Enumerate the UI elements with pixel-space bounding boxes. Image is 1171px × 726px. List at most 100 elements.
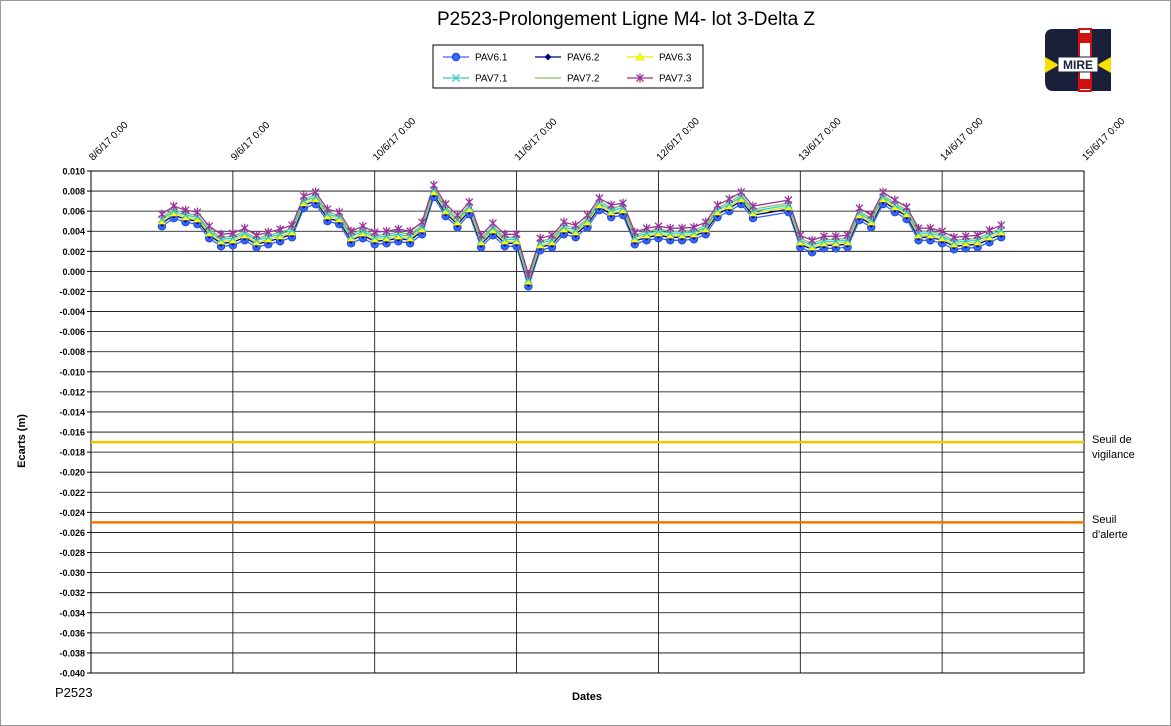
- y-tick-label: -0.028: [59, 548, 85, 558]
- marker: [451, 52, 461, 62]
- marker: [323, 204, 332, 214]
- x-tick-label: 14/6/17 0:00: [938, 116, 985, 163]
- marker: [406, 226, 415, 236]
- marker: [347, 226, 356, 236]
- series-line: [161, 190, 1002, 284]
- logo-box: [1057, 56, 1099, 73]
- marker: [879, 187, 887, 197]
- marker: [512, 229, 521, 239]
- marker: [544, 53, 552, 61]
- legend-item: PAV7.2: [535, 74, 600, 85]
- marker: [831, 231, 840, 241]
- marker: [938, 226, 947, 236]
- marker: [843, 230, 852, 240]
- marker: [418, 217, 426, 227]
- marker: [193, 207, 202, 217]
- marker: [642, 223, 651, 233]
- threshold-label: Seuil de vigilance: [1092, 434, 1135, 462]
- marker: [276, 224, 285, 234]
- y-tick-label: -0.020: [59, 468, 85, 478]
- legend-item: PAV7.3: [627, 73, 692, 85]
- y-tick-label: 0.010: [62, 167, 85, 177]
- marker: [689, 222, 698, 232]
- y-tick-label: 0.000: [62, 267, 85, 277]
- legend-label: PAV6.1: [475, 53, 508, 64]
- marker: [452, 74, 460, 82]
- legend-label: PAV7.2: [567, 74, 600, 85]
- marker: [961, 231, 970, 241]
- y-tick-label: -0.040: [59, 669, 85, 679]
- legend-label: PAV6.3: [659, 53, 692, 64]
- marker: [784, 195, 793, 205]
- marker: [725, 194, 734, 204]
- marker: [985, 225, 994, 235]
- series-line: [161, 186, 1002, 280]
- marker: [737, 187, 746, 197]
- x-tick-label: 8/6/17 0:00: [87, 120, 130, 163]
- y-tick-label: -0.014: [59, 407, 85, 417]
- y-tick-label: -0.002: [59, 287, 85, 297]
- marker: [536, 233, 545, 243]
- y-axis-label: Ecarts (m): [16, 414, 28, 468]
- marker: [441, 199, 450, 209]
- marker: [524, 269, 533, 279]
- y-tick-label: -0.010: [59, 367, 85, 377]
- y-tick-label: -0.022: [59, 488, 85, 498]
- logo-text: MIRE: [1063, 58, 1093, 72]
- marker: [595, 193, 604, 203]
- y-tick-label: -0.008: [59, 347, 85, 357]
- marker: [636, 73, 644, 83]
- x-tick-label: 12/6/17 0:00: [655, 116, 702, 163]
- marker: [796, 230, 805, 240]
- x-tick-label: 9/6/17 0:00: [229, 120, 272, 163]
- marker: [749, 201, 757, 211]
- y-tick-label: -0.018: [59, 448, 85, 458]
- marker: [914, 223, 923, 233]
- plot-area: [90, 170, 1085, 674]
- y-tick-label: -0.024: [59, 508, 85, 518]
- marker: [997, 220, 1006, 230]
- marker: [819, 231, 828, 241]
- x-tick-label: 15/6/17 0:00: [1080, 116, 1127, 163]
- y-tick-label: 0.006: [62, 207, 85, 217]
- y-tick-label: -0.032: [59, 588, 85, 598]
- threshold-label: Seuil d'alerte: [1092, 514, 1128, 542]
- marker: [678, 223, 687, 233]
- marker: [288, 220, 296, 230]
- y-tick-label: -0.038: [59, 648, 85, 658]
- marker: [157, 209, 166, 219]
- marker: [453, 210, 462, 220]
- marker: [205, 221, 214, 231]
- logo-arrow: [1045, 57, 1059, 73]
- marker: [607, 200, 616, 210]
- y-tick-label: 0.008: [62, 187, 85, 197]
- marker: [488, 218, 497, 228]
- marker: [335, 207, 344, 217]
- footer: P2523: [55, 685, 93, 700]
- marker: [228, 228, 237, 238]
- marker: [264, 227, 273, 237]
- marker: [370, 227, 379, 237]
- legend-item: PAV6.2: [535, 53, 600, 64]
- logo-arrow: [1097, 57, 1111, 73]
- legend-item: PAV7.1: [443, 74, 508, 85]
- marker: [619, 198, 627, 208]
- marker: [855, 203, 864, 213]
- y-tick-label: -0.006: [59, 327, 85, 337]
- marker: [867, 210, 876, 220]
- x-tick-label: 11/6/17 0:00: [513, 116, 560, 163]
- marker: [500, 229, 509, 239]
- marker: [548, 230, 556, 240]
- marker: [630, 227, 639, 237]
- y-tick-label: -0.030: [59, 568, 85, 578]
- y-tick-label: -0.012: [59, 387, 85, 397]
- marker: [559, 217, 568, 227]
- marker: [429, 180, 438, 190]
- marker: [973, 230, 982, 240]
- chart-title: P2523-Prolongement Ligne M4- lot 3-Delta…: [437, 9, 815, 30]
- logo-bar-seg: [1079, 79, 1091, 89]
- series-line: [161, 195, 1002, 289]
- marker: [394, 224, 403, 234]
